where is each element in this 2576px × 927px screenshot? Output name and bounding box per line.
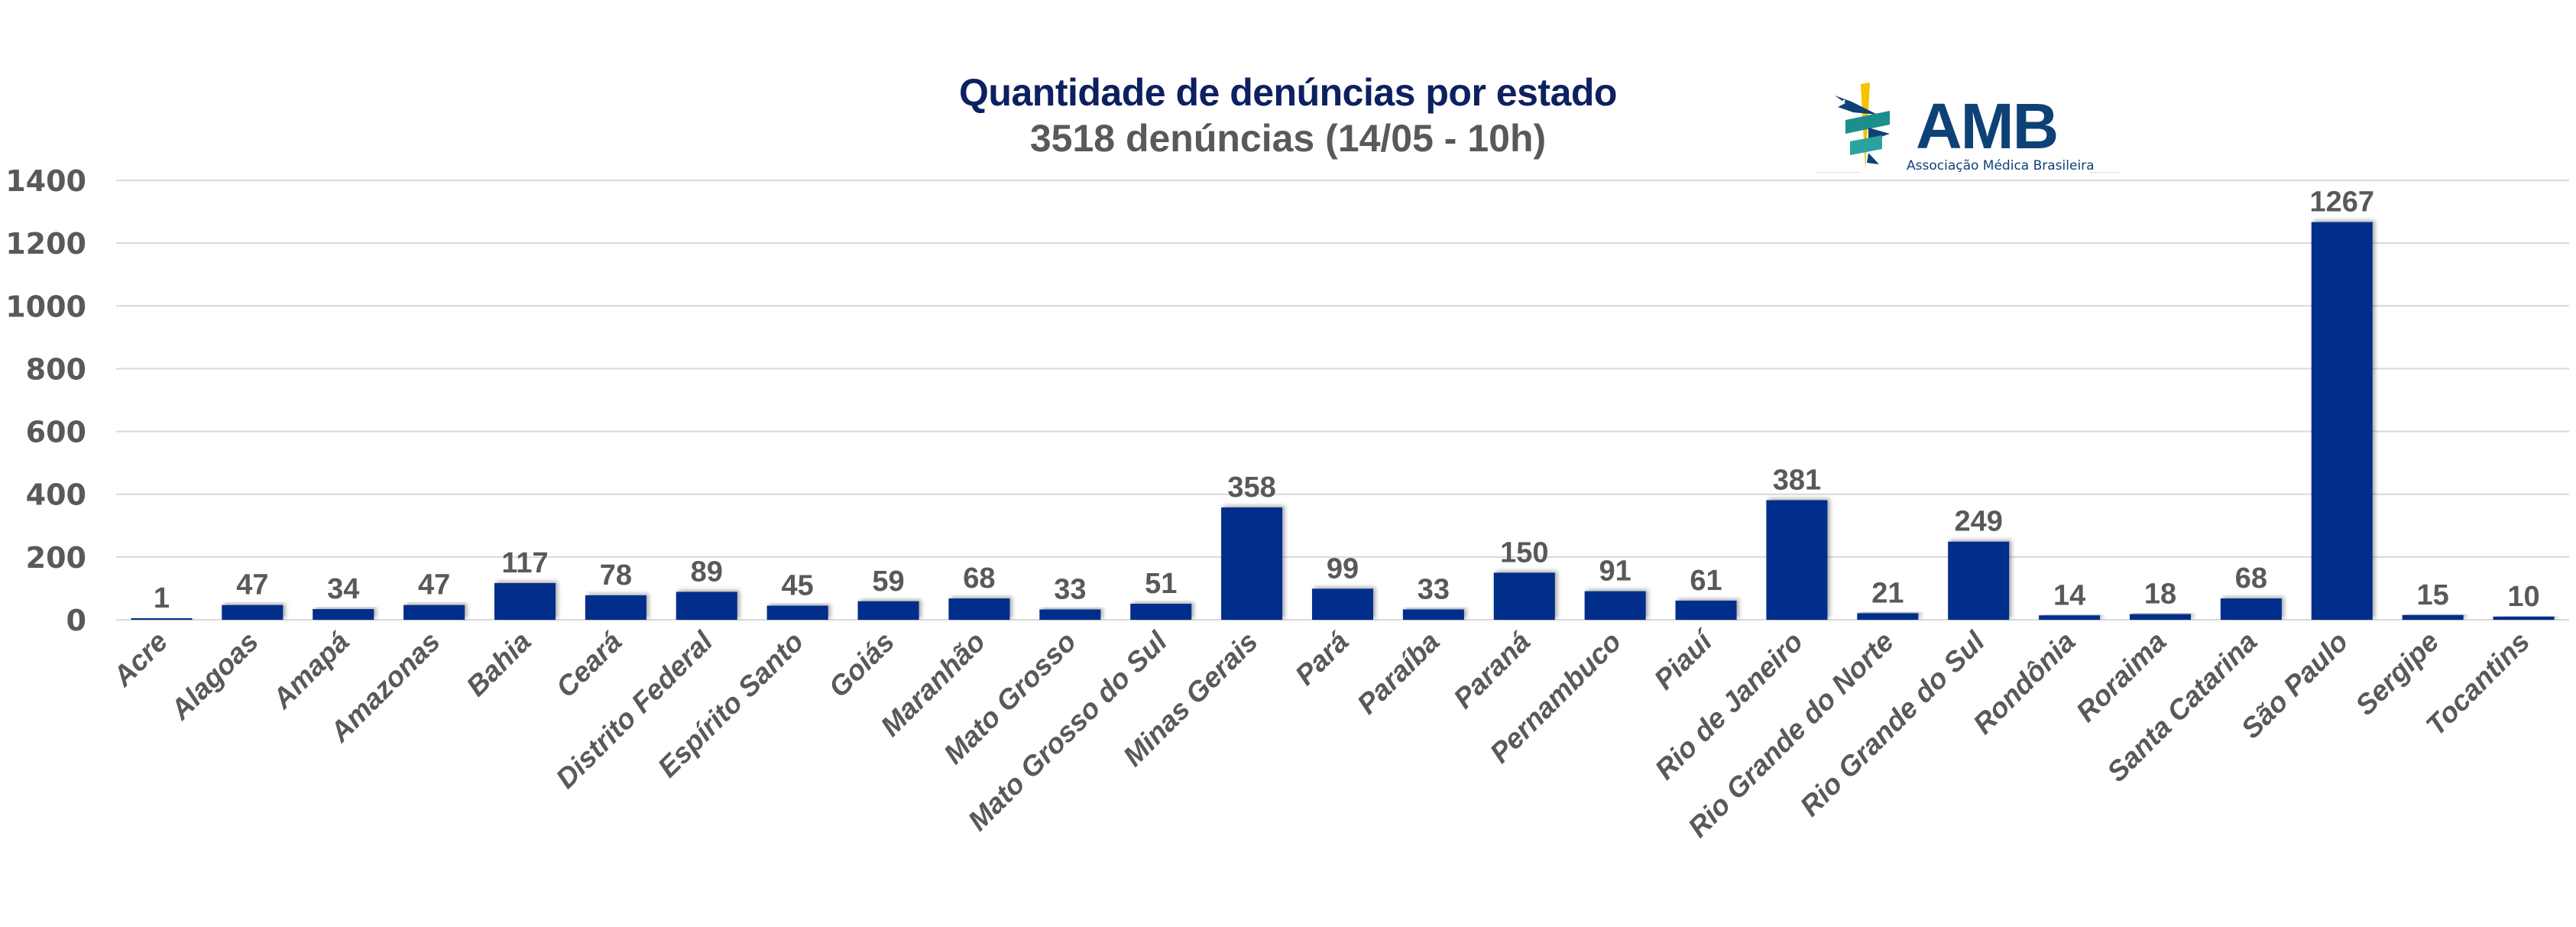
logo-divider-right: [2090, 172, 2121, 173]
bar: [1039, 609, 1101, 620]
data-label: 21: [1871, 577, 1904, 609]
data-label: 1267: [2310, 186, 2375, 219]
data-label: 91: [1599, 556, 1631, 588]
y-tick-label: 0: [66, 604, 86, 637]
x-tick-label: Acre: [106, 626, 173, 693]
logo-divider-left: [1815, 172, 1861, 173]
bar: [131, 618, 193, 620]
x-tick-label: Bahia: [460, 626, 536, 702]
bar: [1948, 541, 2010, 620]
data-label: 18: [2144, 579, 2176, 611]
y-tick-label: 1400: [5, 164, 86, 198]
x-tick-label: Paraná: [1447, 626, 1536, 715]
bar: [1857, 613, 1919, 620]
y-tick-label: 200: [26, 541, 86, 575]
data-label: 10: [2507, 581, 2539, 613]
bar: [1493, 572, 1555, 620]
data-label: 117: [501, 547, 548, 579]
bar: [222, 604, 284, 620]
bar: [2493, 616, 2555, 620]
bar: [1130, 604, 1192, 620]
bar: [1584, 591, 1646, 620]
x-tick-label: Goiás: [823, 626, 901, 704]
data-label: 45: [782, 570, 814, 602]
x-tick-label: Piauí: [1648, 623, 1721, 695]
y-axis-ticks: 0 200 400 600 800 1000 1200 1400: [5, 164, 86, 637]
bar: [494, 582, 556, 620]
data-label: 89: [691, 556, 723, 588]
bar: [1312, 588, 1373, 620]
y-tick-label: 1000: [5, 290, 86, 323]
data-label: 59: [872, 566, 904, 598]
data-label: 381: [1773, 465, 1821, 497]
caduceus-icon: [1835, 83, 1890, 170]
amb-logo: AMB Associação Médica Brasileira: [1815, 80, 2121, 180]
data-label: 150: [1500, 536, 1548, 569]
bar: [857, 601, 919, 620]
bar: [1221, 507, 1283, 620]
bar: [585, 595, 646, 620]
x-tick-label: Distrito Federal: [550, 625, 719, 794]
data-label: 1: [154, 582, 170, 614]
bar: [2311, 222, 2373, 620]
bar: [2039, 615, 2101, 620]
x-tick-label: Pará: [1289, 626, 1355, 692]
bar: [676, 592, 737, 620]
chart-title: Quantidade de denúncias por estado: [959, 71, 1617, 114]
x-tick-label: Amapá: [266, 626, 355, 715]
data-label: 68: [963, 562, 995, 595]
y-tick-label: 800: [26, 352, 86, 386]
data-label: 47: [236, 569, 268, 601]
bar: [1402, 609, 1464, 620]
data-label: 358: [1227, 472, 1275, 504]
y-tick-label: 1200: [5, 227, 86, 261]
data-label: 99: [1327, 553, 1359, 585]
bar: [1766, 500, 1828, 620]
data-label: 14: [2053, 579, 2085, 611]
logo-wordmark: AMB: [1916, 90, 2059, 162]
data-label: 47: [418, 569, 450, 601]
bar: [2130, 614, 2191, 620]
data-label: 68: [2235, 562, 2267, 595]
bar: [1675, 600, 1737, 620]
data-label: 34: [327, 573, 359, 605]
data-label: 33: [1418, 573, 1450, 605]
data-label: 51: [1145, 568, 1177, 600]
x-tick-label: Ceará: [550, 626, 628, 704]
chart-subtitle: 3518 denúncias (14/05 - 10h): [1029, 117, 1547, 160]
bar: [766, 605, 828, 620]
data-label: 249: [1955, 506, 2003, 538]
data-labels: 1 47 34 47 117 78 89 45 59 68 33 51 358 99 33 150 91 61 38…: [154, 186, 2540, 614]
y-tick-label: 400: [26, 478, 86, 512]
data-label: 78: [600, 559, 632, 592]
logo-tagline: Associação Médica Brasileira: [1907, 158, 2095, 173]
data-label: 33: [1054, 573, 1086, 605]
y-tick-label: 600: [26, 416, 86, 449]
bar: [403, 604, 465, 620]
x-tick-label: Sergipe: [2349, 626, 2445, 721]
x-tick-label: Alagoas: [164, 626, 264, 726]
data-label: 15: [2417, 579, 2449, 611]
bar: [948, 598, 1010, 620]
data-label: 61: [1690, 565, 1722, 597]
x-tick-label: Paraíba: [1351, 626, 1446, 721]
bar: [2220, 598, 2282, 620]
bar: [2402, 614, 2464, 620]
bars: [131, 222, 2555, 620]
bar: [313, 609, 374, 620]
